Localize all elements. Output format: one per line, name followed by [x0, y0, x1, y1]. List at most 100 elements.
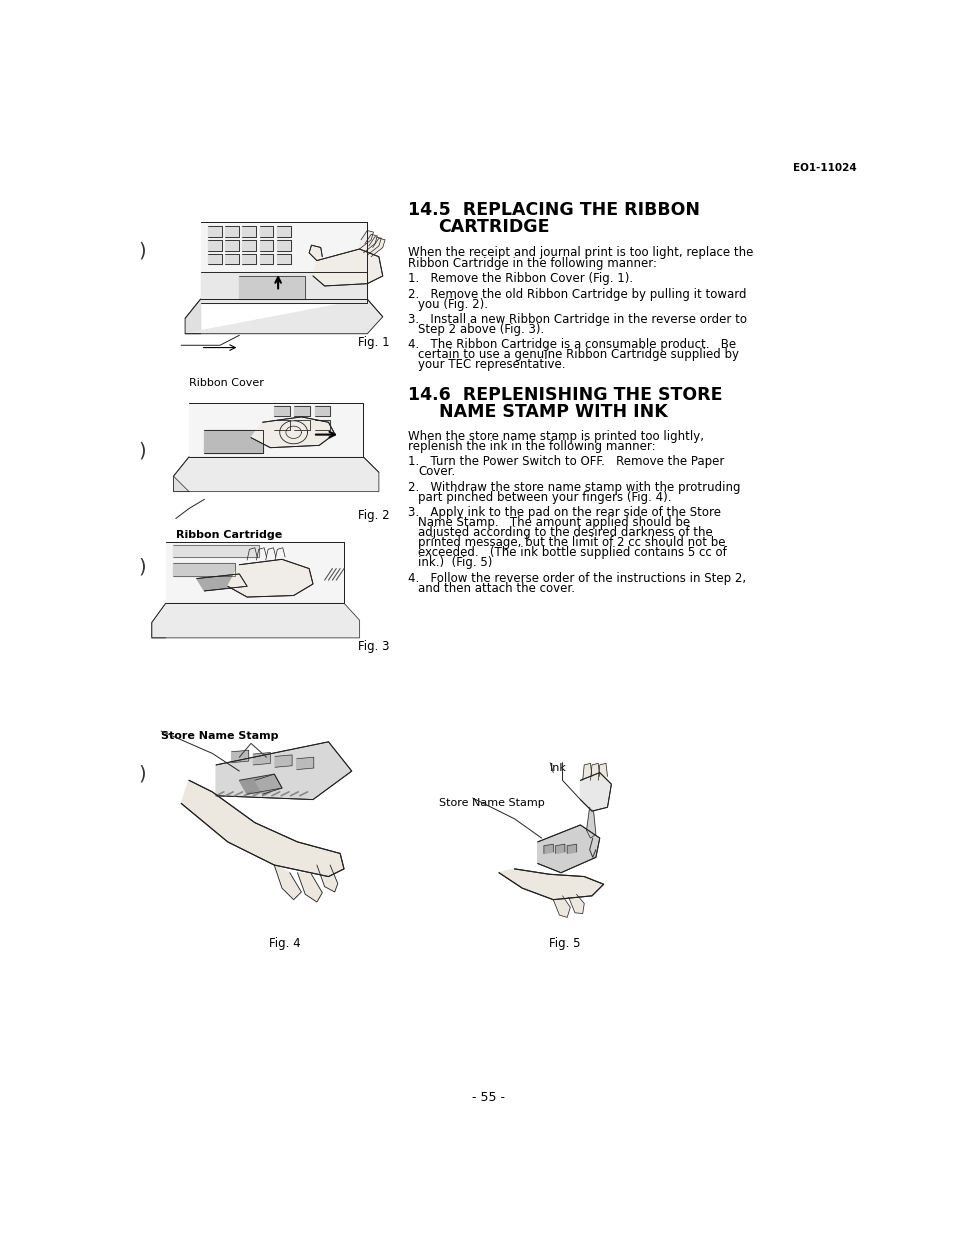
Polygon shape [582, 763, 592, 781]
Polygon shape [208, 226, 222, 237]
Polygon shape [259, 240, 274, 251]
Text: 3.   Apply ink to the pad on the rear side of the Store: 3. Apply ink to the pad on the rear side… [408, 506, 720, 519]
Polygon shape [314, 406, 330, 416]
Polygon shape [274, 865, 301, 900]
Polygon shape [543, 844, 553, 854]
Polygon shape [367, 237, 381, 256]
Polygon shape [274, 419, 290, 429]
Polygon shape [590, 763, 599, 781]
Polygon shape [316, 865, 337, 892]
Polygon shape [228, 560, 313, 597]
Polygon shape [208, 253, 222, 264]
Text: Name Stamp.   The amount applied should be: Name Stamp. The amount applied should be [418, 516, 690, 529]
Polygon shape [225, 253, 239, 264]
Polygon shape [216, 742, 352, 799]
Text: ): ) [138, 764, 146, 784]
Polygon shape [363, 235, 377, 253]
Polygon shape [276, 253, 291, 264]
Text: adjusted according to the desired darkness of the: adjusted according to the desired darkne… [418, 526, 713, 540]
Text: EO1-11024: EO1-11024 [793, 163, 857, 172]
Text: Step 2 above (Fig. 3).: Step 2 above (Fig. 3). [418, 323, 544, 336]
Polygon shape [185, 299, 200, 334]
Text: certain to use a genuine Ribbon Cartridge supplied by: certain to use a genuine Ribbon Cartridg… [418, 349, 739, 361]
Text: ink.)  (Fig. 5): ink.) (Fig. 5) [418, 556, 493, 570]
Text: replenish the ink in the following manner:: replenish the ink in the following manne… [408, 441, 656, 453]
Polygon shape [242, 226, 256, 237]
Text: ): ) [138, 442, 146, 460]
Text: 4.   Follow the reverse order of the instructions in Step 2,: 4. Follow the reverse order of the instr… [408, 572, 745, 585]
Polygon shape [553, 896, 570, 917]
Text: part pinched between your fingers (Fig. 4).: part pinched between your fingers (Fig. … [418, 490, 671, 504]
Polygon shape [251, 417, 335, 448]
Text: 1.   Remove the Ribbon Cover (Fig. 1).: 1. Remove the Ribbon Cover (Fig. 1). [408, 272, 633, 285]
Polygon shape [152, 603, 359, 638]
Polygon shape [589, 838, 596, 858]
Polygon shape [173, 563, 235, 576]
Polygon shape [225, 240, 239, 251]
Text: Cover.: Cover. [418, 465, 456, 478]
Polygon shape [568, 895, 583, 913]
Polygon shape [253, 752, 270, 764]
Polygon shape [313, 249, 382, 285]
Polygon shape [204, 429, 262, 453]
Polygon shape [294, 406, 310, 416]
Polygon shape [259, 253, 274, 264]
Polygon shape [276, 226, 291, 237]
Polygon shape [586, 807, 596, 838]
Polygon shape [274, 755, 292, 767]
Text: 14.6  REPLENISHING THE STORE: 14.6 REPLENISHING THE STORE [408, 386, 722, 405]
Text: you (Fig. 2).: you (Fig. 2). [418, 298, 488, 310]
Polygon shape [276, 240, 291, 251]
Text: NAME STAMP WITH INK: NAME STAMP WITH INK [438, 403, 666, 421]
Polygon shape [189, 403, 363, 457]
Text: Ribbon Cartridge in the following manner:: Ribbon Cartridge in the following manner… [408, 257, 657, 269]
Text: Ribbon Cover: Ribbon Cover [189, 379, 264, 388]
Text: ): ) [138, 557, 146, 576]
Text: Store Name Stamp: Store Name Stamp [161, 731, 278, 741]
Polygon shape [152, 603, 166, 638]
Text: Store Name Stamp: Store Name Stamp [438, 798, 544, 808]
Text: 1.   Turn the Power Switch to OFF.   Remove the Paper: 1. Turn the Power Switch to OFF. Remove … [408, 455, 724, 468]
Text: When the receipt and journal print is too light, replace the: When the receipt and journal print is to… [408, 246, 753, 259]
Text: your TEC representative.: your TEC representative. [418, 359, 565, 371]
Text: CARTRIDGE: CARTRIDGE [438, 218, 550, 236]
Polygon shape [200, 272, 367, 303]
Text: 2.   Withdraw the store name stamp with the protruding: 2. Withdraw the store name stamp with th… [408, 480, 740, 494]
Polygon shape [185, 299, 382, 334]
Text: exceeded.   (The ink bottle supplied contains 5 cc of: exceeded. (The ink bottle supplied conta… [418, 546, 726, 560]
Text: Fig. 2: Fig. 2 [357, 509, 389, 522]
Text: Fig. 4: Fig. 4 [269, 937, 300, 949]
Polygon shape [232, 751, 249, 763]
Text: Fig. 3: Fig. 3 [357, 640, 389, 653]
Polygon shape [579, 773, 611, 812]
Text: 3.   Install a new Ribbon Cartridge in the reverse order to: 3. Install a new Ribbon Cartridge in the… [408, 313, 746, 326]
Polygon shape [242, 240, 256, 251]
Polygon shape [242, 253, 256, 264]
Polygon shape [567, 844, 576, 854]
Polygon shape [166, 541, 344, 603]
Polygon shape [314, 419, 330, 429]
Text: When the store name stamp is printed too lightly,: When the store name stamp is printed too… [408, 429, 703, 443]
Polygon shape [598, 763, 607, 781]
Text: Fig. 1: Fig. 1 [357, 336, 389, 349]
Polygon shape [181, 781, 344, 876]
Polygon shape [371, 238, 385, 257]
Polygon shape [274, 406, 290, 416]
Polygon shape [498, 869, 603, 900]
Polygon shape [173, 457, 378, 491]
Text: ): ) [138, 241, 146, 261]
Text: printed message, but the limit of 2 cc should not be: printed message, but the limit of 2 cc s… [418, 536, 725, 550]
Text: 14.5  REPLACING THE RIBBON: 14.5 REPLACING THE RIBBON [408, 201, 700, 220]
Polygon shape [254, 774, 282, 794]
Text: Ribbon Cartridge: Ribbon Cartridge [175, 530, 282, 540]
Text: Ink: Ink [550, 763, 566, 773]
Polygon shape [173, 546, 258, 557]
Polygon shape [309, 246, 322, 261]
Text: Fig. 5: Fig. 5 [548, 937, 579, 949]
Polygon shape [239, 774, 282, 794]
Polygon shape [555, 844, 564, 854]
Text: 2.   Remove the old Ribbon Cartridge by pulling it toward: 2. Remove the old Ribbon Cartridge by pu… [408, 288, 746, 300]
Polygon shape [200, 222, 367, 299]
Polygon shape [173, 457, 189, 491]
Polygon shape [294, 419, 310, 429]
